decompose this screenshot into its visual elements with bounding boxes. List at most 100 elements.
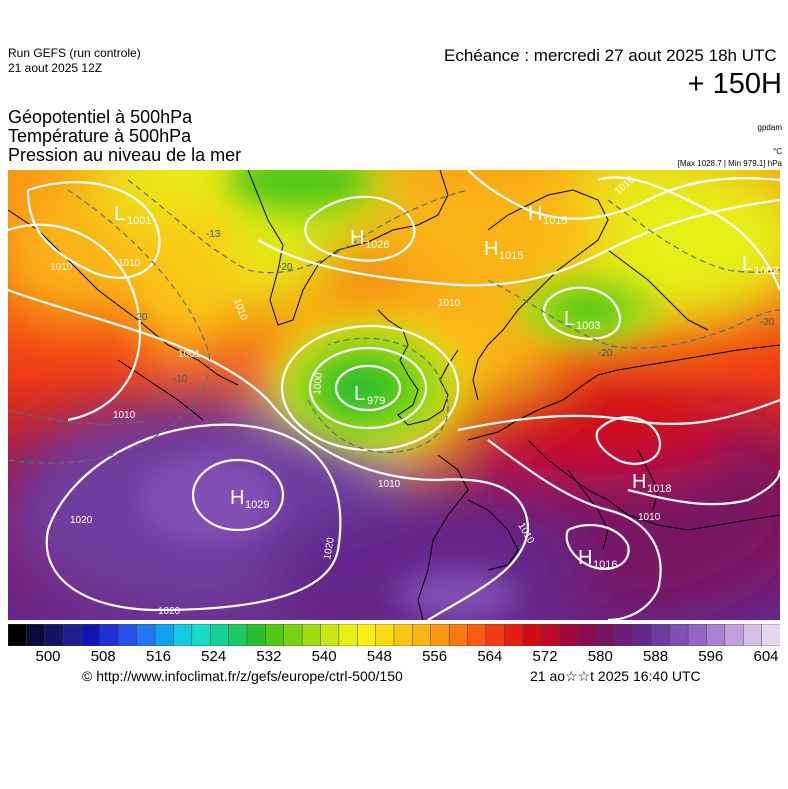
coastlines xyxy=(8,170,780,620)
center-letter: H xyxy=(484,238,498,260)
pressure-center-low: L 1003 xyxy=(564,308,600,332)
colorbar-swatch xyxy=(246,623,267,647)
colorbar-tick-label: 548 xyxy=(366,648,392,665)
lead-time: + 150H xyxy=(687,68,782,100)
colorbar-swatch xyxy=(522,623,542,647)
source-credit: © http://www.infoclimat.fr/z/gefs/europe… xyxy=(82,668,403,684)
colorbar-swatch xyxy=(651,623,671,647)
isotherm-label: -20 xyxy=(278,262,293,273)
center-letter: H xyxy=(578,547,592,569)
center-letter: L xyxy=(742,253,753,275)
map-svg: L 1001 H 1026 H 1015 H 1015 L 1002 L 1003 L 979… xyxy=(8,170,780,620)
pressure-range: [Max 1028.7 | Min 979.1] hPa xyxy=(677,159,782,168)
center-letter: H xyxy=(230,487,244,509)
colorbar-swatch xyxy=(356,623,377,647)
unit-geopotential: gpdam xyxy=(757,123,782,132)
center-value: 1001 xyxy=(127,215,151,227)
colorbar-svg xyxy=(7,623,781,647)
geopotential-lows xyxy=(138,170,658,620)
isotherm-label: -10 xyxy=(173,374,188,385)
colorbar-swatch xyxy=(577,623,597,647)
colorbar-tick-label: 532 xyxy=(256,648,282,665)
colorbar-swatch xyxy=(118,623,138,647)
center-value: 1018 xyxy=(647,483,671,495)
pressure-centers: L 1001 H 1026 H 1015 H 1015 L 1002 L 1003 L 979… xyxy=(114,203,778,571)
units-legend: gpdam °C [Max 1028.7 | Min 979.1] hPa xyxy=(678,122,782,170)
isotherm-label: -13 xyxy=(206,229,221,240)
colorbar-tick-label: 588 xyxy=(643,648,669,665)
colorbar-swatch xyxy=(632,623,653,647)
generated-time: 21 ao☆☆t 2025 16:40 UTC xyxy=(530,668,701,684)
isobar-label: 1001 xyxy=(178,349,201,360)
isobar-label: 1010 xyxy=(113,410,136,421)
isobar-label: 1000 xyxy=(312,372,325,396)
pressure-center-high: H 1026 xyxy=(350,227,389,251)
colorbar-swatch xyxy=(706,623,726,647)
colorbar-swatch xyxy=(375,623,395,647)
center-value: 1003 xyxy=(576,320,600,332)
run-model-label: Run GEFS (run controle) xyxy=(8,46,141,60)
pressure-center-high: H 1015 xyxy=(528,203,567,227)
colorbar-swatch xyxy=(173,623,193,647)
colorbar-swatch xyxy=(81,623,101,647)
pressure-center-low: L 1002 xyxy=(742,253,778,277)
colorbar-swatch xyxy=(44,623,64,647)
colorbar-tick-label: 556 xyxy=(422,648,448,665)
center-value: 1026 xyxy=(365,239,389,251)
colorbar-swatch xyxy=(687,623,708,647)
colorbar-swatch xyxy=(301,623,322,647)
center-value: 1016 xyxy=(593,559,617,571)
isobar-label: 1010 xyxy=(118,258,141,269)
colorbar-swatch xyxy=(154,623,175,647)
pressure-center-high: H 1015 xyxy=(484,238,523,262)
colorbar-swatch xyxy=(614,623,634,647)
isobar-label: 1020 xyxy=(70,515,93,526)
colorbar-swatch xyxy=(724,623,744,647)
isotherm-label: -20 xyxy=(133,312,148,323)
colorbar-swatch xyxy=(504,623,524,647)
center-value: 1015 xyxy=(499,250,523,262)
colorbar-swatch xyxy=(485,623,506,647)
colorbar-swatch xyxy=(265,623,285,647)
colorbar-swatch xyxy=(209,623,230,647)
field-geopotential: Géopotentiel à 500hPa xyxy=(8,107,193,127)
colorbar-tick-label: 500 xyxy=(35,648,61,665)
center-letter: H xyxy=(528,203,542,225)
field-temperature: Température à 500hPa xyxy=(8,126,192,146)
colorbar xyxy=(7,623,781,647)
colorbar-swatch xyxy=(595,623,616,647)
colorbar-labels: 500 508 516 524 532 540 548 556 564 572 580 588 596 6… xyxy=(8,648,780,668)
center-letter: L xyxy=(564,308,575,330)
colorbar-swatch xyxy=(191,623,211,647)
colorbar-tick-label: 596 xyxy=(698,648,724,665)
colorbar-swatch xyxy=(412,623,432,647)
colorbar-tick-label: 564 xyxy=(477,648,503,665)
unit-temperature: °C xyxy=(773,147,782,156)
isobar-label: 1020 xyxy=(158,606,181,617)
colorbar-swatch xyxy=(320,623,340,647)
colorbar-swatch xyxy=(99,623,120,647)
run-date-label: 21 aout 2025 12Z xyxy=(8,61,103,75)
isobar-label: 1010 xyxy=(378,479,401,490)
forecast-valid-time: Echéance : mercredi 27 aout 2025 18h UTC xyxy=(444,46,777,65)
pressure-center-low: L 1001 xyxy=(114,203,151,227)
colorbar-swatch xyxy=(26,623,46,647)
center-value: 1002 xyxy=(754,265,778,277)
isotherm-label: -10 xyxy=(18,456,33,467)
pressure-center-high: H 1018 xyxy=(632,471,671,495)
forecast-map: L 1001 H 1026 H 1015 H 1015 L 1002 L 1003 L 979… xyxy=(8,170,780,620)
field-pressure: Pression au niveau de la mer xyxy=(8,145,242,165)
center-letter: L xyxy=(354,383,365,405)
colorbar-swatch xyxy=(338,623,358,647)
colorbar-swatch xyxy=(467,623,487,647)
center-letter: H xyxy=(350,227,364,249)
isotherms xyxy=(8,179,780,464)
center-value: 979 xyxy=(367,395,385,407)
colorbar-swatch xyxy=(62,623,83,647)
colorbar-swatch xyxy=(742,623,763,647)
pressure-center-high: H 1016 xyxy=(578,547,617,571)
colorbar-tick-label: 604 xyxy=(753,648,779,665)
isobar-label: 1010 xyxy=(50,262,73,273)
colorbar-tick-label: 516 xyxy=(145,648,171,665)
colorbar-tick-label: 540 xyxy=(311,648,337,665)
